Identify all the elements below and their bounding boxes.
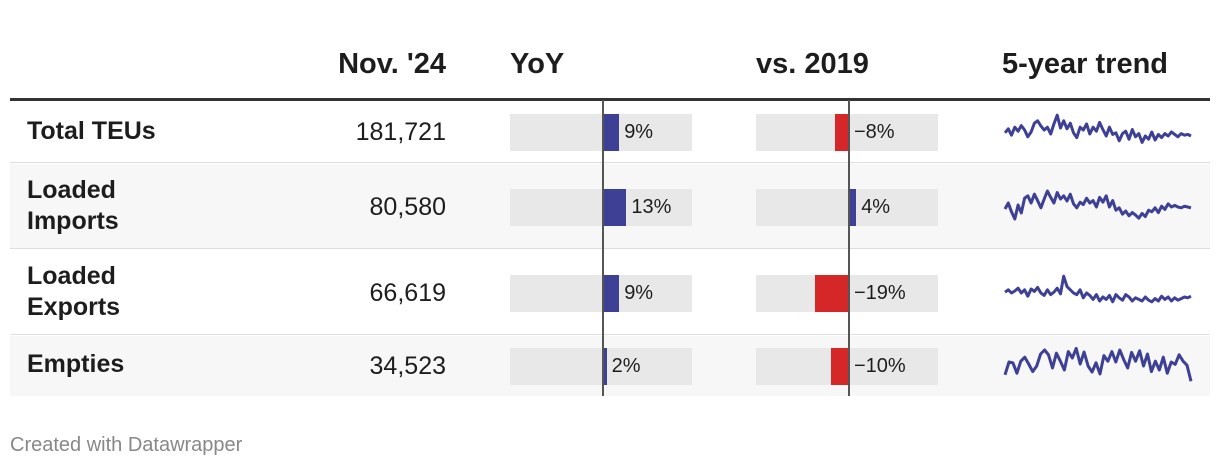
trend-sparkline	[1004, 274, 1192, 303]
vs2019-bar	[849, 188, 857, 226]
row-value: 66,619	[369, 278, 446, 307]
row-value: 181,721	[355, 118, 446, 146]
vs2019-label: −19%	[854, 281, 906, 304]
yoy-bar	[603, 274, 620, 312]
row-label: Total TEUs	[27, 117, 156, 145]
row-label: Loaded Exports	[27, 262, 121, 321]
row-value: 34,523	[369, 352, 446, 380]
trend-sparkline	[1003, 113, 1192, 144]
yoy-bar	[603, 348, 607, 385]
column-header-yoy: YoY	[510, 48, 565, 80]
trend-line	[1003, 189, 1192, 220]
yoy-track: 9%	[510, 114, 692, 151]
vs2019-bar	[831, 348, 849, 385]
table-row: Total TEUs 181,721 9% −8%	[10, 101, 1210, 163]
trend-sparkline	[1003, 189, 1192, 220]
vs2019-bar	[814, 274, 849, 312]
vs2019-track: −19%	[756, 274, 938, 312]
yoy-zero-axis	[602, 100, 604, 396]
yoy-track: 9%	[510, 274, 692, 312]
yoy-label: 9%	[624, 281, 654, 304]
column-header-trend: 5-year trend	[1002, 48, 1169, 80]
vs2019-label: −10%	[854, 355, 906, 377]
trend-line	[1003, 346, 1193, 382]
table-row: Loaded Imports 80,580 13% 4%	[10, 164, 1210, 249]
yoy-bar	[603, 188, 627, 226]
yoy-track: 13%	[510, 188, 692, 226]
vs2019-label: −8%	[854, 121, 895, 143]
header-rule	[10, 98, 1210, 101]
yoy-label: 9%	[624, 121, 654, 143]
yoy-label: 13%	[631, 195, 672, 218]
vs2019-label: 4%	[861, 195, 891, 218]
row-label: Empties	[27, 350, 125, 378]
column-header-vs2019: vs. 2019	[756, 48, 869, 80]
table-row: Loaded Exports 66,619 9% −19%	[10, 250, 1210, 335]
row-label: Loaded Imports	[27, 176, 119, 235]
trend-line	[1003, 113, 1192, 144]
vs2019-zero-axis	[848, 100, 850, 396]
trend-sparkline	[1003, 346, 1193, 382]
vs2019-track: 4%	[756, 188, 938, 226]
row-value: 80,580	[369, 192, 446, 221]
yoy-bar	[603, 114, 620, 151]
vs2019-track: −10%	[756, 348, 938, 385]
column-header-value: Nov. '24	[338, 48, 446, 80]
yoy-track: 2%	[510, 348, 692, 385]
yoy-label: 2%	[611, 355, 641, 377]
table-row: Empties 34,523 2% −10%	[10, 336, 1210, 396]
trend-line	[1004, 274, 1192, 303]
credit-text: Created with Datawrapper	[10, 434, 243, 456]
vs2019-bar	[834, 114, 849, 151]
vs2019-track: −8%	[756, 114, 938, 151]
